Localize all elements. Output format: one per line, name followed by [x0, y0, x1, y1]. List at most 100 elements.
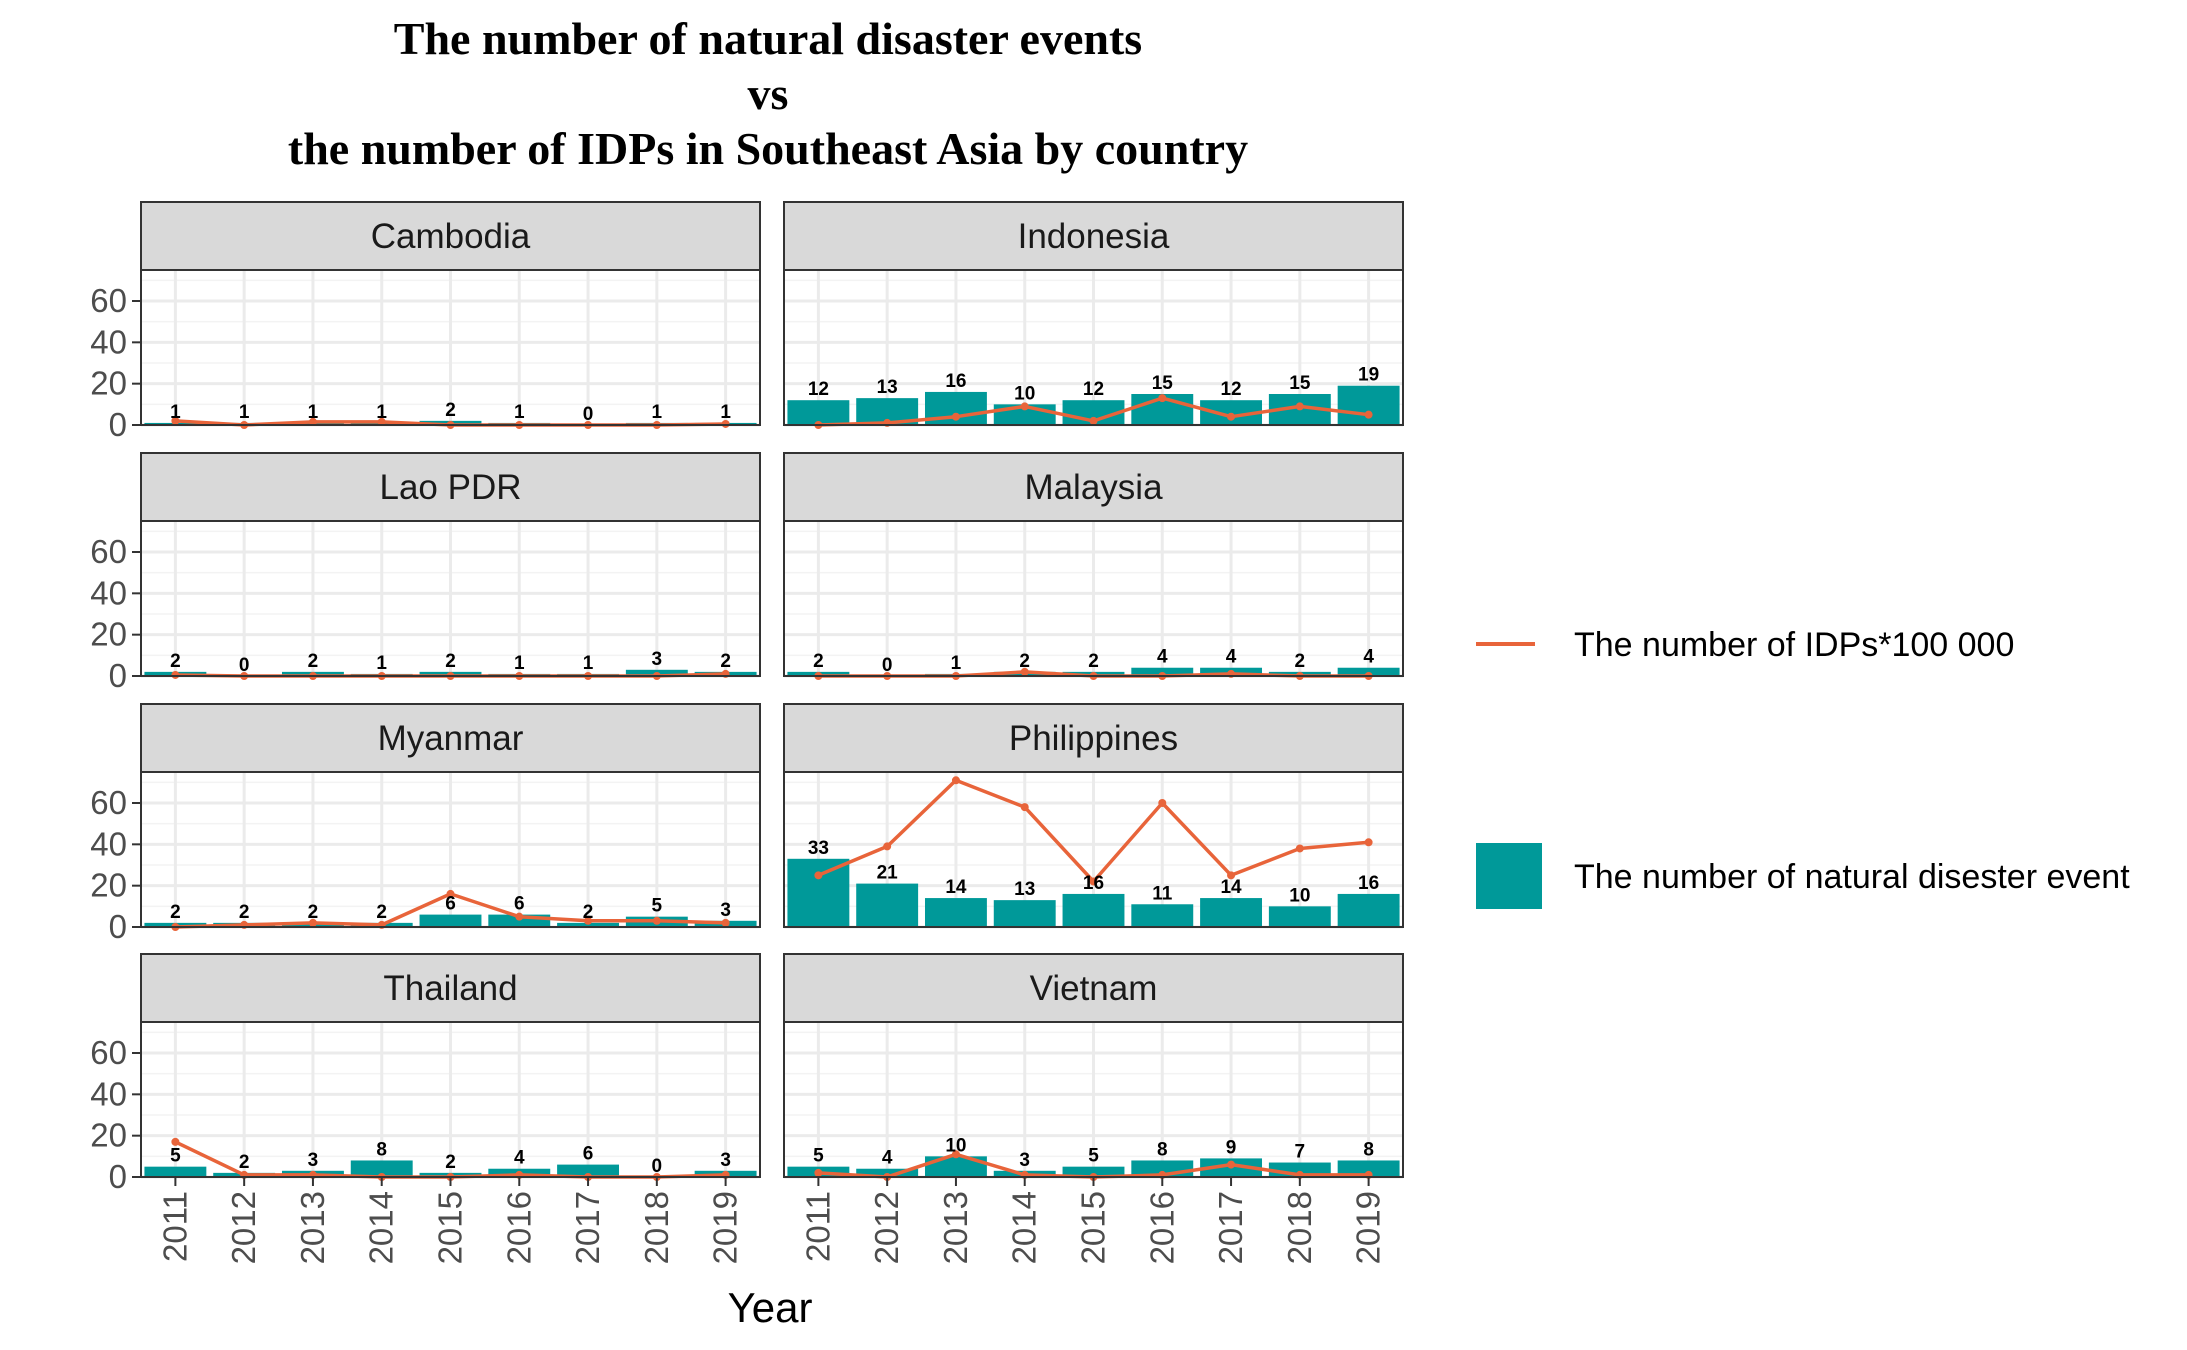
- bar-label-vietnam-2015: 5: [1088, 1146, 1099, 1167]
- bar-label-indonesia-2014: 10: [1014, 383, 1035, 404]
- x-tick-label-2013: 2013: [937, 1191, 974, 1264]
- bar-label-thailand-2018: 0: [652, 1156, 663, 1177]
- x-tick-label-2015: 2015: [1075, 1191, 1112, 1264]
- bar-label-cambodia-2017: 0: [583, 404, 594, 425]
- bar-philippines-2011: [787, 858, 850, 927]
- bar-label-indonesia-2017: 12: [1220, 379, 1241, 400]
- x-axis-ticks: 2011 2012 2013 2014 2015 2016 2017 2018 2019 2011…: [156, 1177, 1387, 1264]
- bar-label-lao-pdr-2014: 1: [376, 653, 387, 674]
- bar-label-philippines-2017: 14: [1220, 877, 1242, 898]
- bar-malaysia-2019: [1337, 667, 1400, 676]
- x-tick-label-2018: 2018: [1281, 1191, 1318, 1264]
- facet-strip: [783, 452, 1404, 522]
- bar-label-thailand-2014: 8: [376, 1139, 387, 1160]
- facet-myanmar: Myanmar 2 2 2 2 6 6 2 5 3 0 20 40 60: [90, 703, 761, 945]
- facet-strip-label: Philippines: [1009, 719, 1178, 758]
- panel-border: [783, 520, 1404, 677]
- point-idps-philippines-2018: [1295, 844, 1304, 853]
- y-tick-label: 40: [90, 825, 127, 862]
- bar-label-thailand-2019: 3: [720, 1150, 731, 1171]
- bar-label-lao-pdr-2017: 1: [583, 653, 594, 674]
- bar-label-philippines-2014: 13: [1014, 879, 1035, 900]
- bar-label-thailand-2013: 3: [308, 1150, 319, 1171]
- y-tick-label: 60: [90, 282, 127, 319]
- bar-label-malaysia-2011: 2: [813, 651, 824, 672]
- bar-label-indonesia-2016: 15: [1152, 373, 1174, 394]
- bar-label-cambodia-2018: 1: [652, 402, 663, 423]
- point-idps-myanmar-2015: [446, 889, 455, 898]
- bar-label-malaysia-2018: 2: [1295, 651, 1306, 672]
- point-idps-philippines-2014: [1020, 803, 1029, 812]
- x-tick-label-2011: 2011: [799, 1191, 836, 1262]
- y-tick-label: 60: [90, 533, 127, 570]
- point-idps-indonesia-2018: [1295, 402, 1304, 411]
- point-idps-myanmar-2013: [308, 918, 317, 927]
- bar-philippines-2018: [1268, 906, 1331, 927]
- facet-philippines: Philippines 33 21 14 13 16 11 14 10 16: [783, 703, 1404, 929]
- point-idps-philippines-2011: [814, 871, 823, 880]
- bar-label-malaysia-2015: 2: [1088, 651, 1099, 672]
- bar-label-vietnam-2011: 5: [813, 1146, 824, 1167]
- bar-label-lao-pdr-2013: 2: [308, 651, 319, 672]
- x-tick-label-2012: 2012: [225, 1191, 262, 1264]
- y-tick-label: 20: [90, 867, 127, 904]
- bar-label-philippines-2018: 10: [1289, 885, 1310, 906]
- facet-vietnam: Vietnam 5 4 10 3 5 8 9 7 8: [783, 953, 1404, 1181]
- x-tick-label-2015: 2015: [432, 1191, 469, 1264]
- bar-label-vietnam-2013: 10: [945, 1135, 966, 1156]
- legend-label-idps: The number of IDPs*100 000: [1574, 626, 2014, 664]
- bar-label-malaysia-2019: 4: [1363, 647, 1374, 668]
- bar-label-thailand-2017: 6: [583, 1144, 594, 1165]
- bar-label-malaysia-2017: 4: [1226, 647, 1237, 668]
- y-tick-label: 0: [109, 406, 127, 443]
- bar-philippines-2013: [924, 898, 987, 927]
- facet-strip: [140, 452, 761, 522]
- bar-label-malaysia-2012: 0: [882, 655, 893, 676]
- bar-label-philippines-2013: 14: [945, 877, 967, 898]
- bar-label-lao-pdr-2012: 0: [239, 655, 250, 676]
- bar-label-malaysia-2016: 4: [1157, 647, 1168, 668]
- bar-label-thailand-2016: 4: [514, 1148, 525, 1169]
- point-idps-philippines-2017: [1227, 871, 1236, 880]
- y-tick-label: 0: [109, 657, 127, 694]
- bar-label-myanmar-2012: 2: [239, 902, 250, 923]
- bar-label-cambodia-2011: 1: [170, 402, 181, 423]
- facet-strip-label: Lao PDR: [379, 468, 521, 507]
- facet-strip-label: Myanmar: [378, 719, 524, 758]
- bar-label-indonesia-2019: 19: [1358, 365, 1379, 386]
- facet-strip: [140, 703, 761, 773]
- point-idps-philippines-2016: [1158, 799, 1167, 807]
- x-axis-title: Year: [728, 1284, 813, 1331]
- facet-strip: [783, 201, 1404, 271]
- bar-label-thailand-2015: 2: [445, 1152, 456, 1173]
- facet-strip-label: Indonesia: [1018, 217, 1170, 256]
- point-idps-myanmar-2017: [584, 916, 593, 925]
- x-tick-label-2019: 2019: [1350, 1191, 1387, 1264]
- point-idps-cambodia-2014: [377, 417, 386, 426]
- bar-label-vietnam-2012: 4: [882, 1148, 893, 1169]
- bar-label-philippines-2012: 21: [877, 863, 899, 884]
- chart-title-line-2: vs: [748, 68, 789, 119]
- bar-label-lao-pdr-2011: 2: [170, 651, 181, 672]
- bar-label-cambodia-2015: 2: [445, 400, 456, 421]
- bar-indonesia-2011: [787, 400, 850, 425]
- bar-thailand-2011: [144, 1166, 207, 1177]
- bar-label-philippines-2015: 16: [1083, 873, 1104, 894]
- point-idps-vietnam-2011: [814, 1168, 823, 1177]
- facet-strip-label: Cambodia: [371, 217, 531, 256]
- bar-philippines-2012: [856, 883, 919, 927]
- bar-vietnam-2013: [924, 1156, 987, 1177]
- bar-label-myanmar-2015: 6: [445, 894, 456, 915]
- facet-indonesia: Indonesia 12 13 16 10 12 15 12 15 19: [783, 201, 1404, 429]
- facet-strip: [140, 953, 761, 1023]
- bar-philippines-2017: [1200, 898, 1263, 927]
- bar-label-indonesia-2015: 12: [1083, 379, 1104, 400]
- point-idps-indonesia-2017: [1227, 412, 1236, 421]
- bar-label-indonesia-2018: 15: [1289, 373, 1311, 394]
- bar-label-thailand-2012: 2: [239, 1152, 250, 1173]
- y-tick-label: 60: [90, 784, 127, 821]
- bar-label-philippines-2016: 11: [1152, 883, 1173, 904]
- x-tick-label-2011: 2011: [156, 1191, 193, 1262]
- y-tick-label: 20: [90, 1117, 127, 1154]
